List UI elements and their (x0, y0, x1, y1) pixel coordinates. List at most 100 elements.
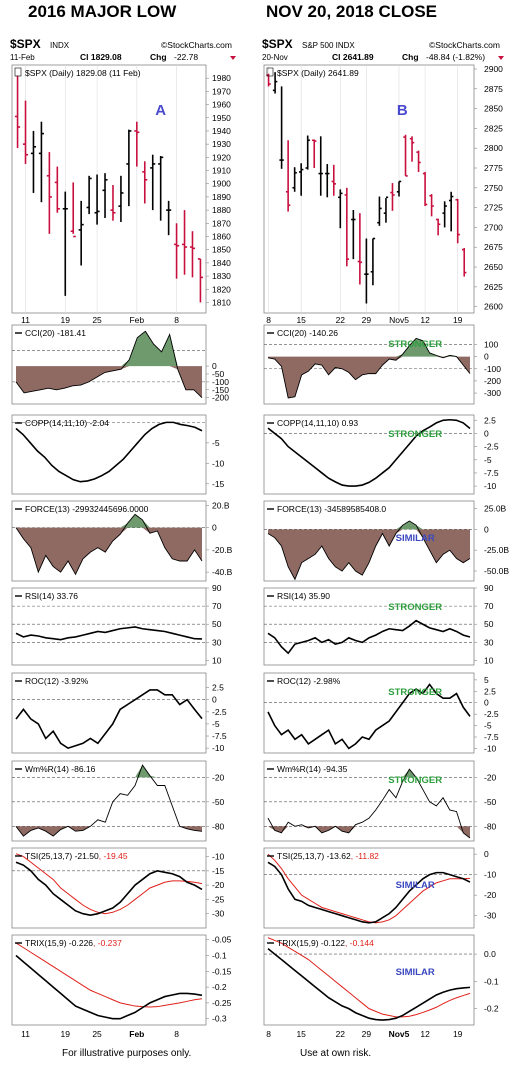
bottom-x-tick-label: 19 (61, 1029, 71, 1039)
y-tick-label: 1830 (212, 271, 231, 281)
ohlc-bar (166, 200, 172, 236)
annotation-label: SIMILAR (396, 967, 435, 978)
x-tick-label: 29 (362, 315, 372, 325)
annotation-label: SIMILAR (396, 533, 435, 544)
y-tick-label: 1870 (212, 218, 231, 228)
panel-frame (11, 414, 207, 495)
y-tick-label: -20 (212, 772, 225, 782)
indicator-line (267, 520, 471, 581)
area-fill-negative (16, 527, 202, 575)
y-tick-label: 2625 (484, 282, 503, 292)
panel-frame (263, 64, 475, 314)
left-panel-force-13- (11, 500, 209, 582)
bottom-x-tick-label: 8 (174, 1029, 179, 1039)
marker-label-a: A (155, 102, 166, 119)
y-tick-label: 2.5 (484, 686, 496, 696)
legend-text: COPP(14,11,10) 0.93 (277, 418, 358, 428)
heading-right: NOV 20, 2018 CLOSE (266, 2, 437, 21)
y-tick-label: -25.0B (484, 545, 509, 555)
y-tick-label: 100 (484, 339, 498, 349)
y-tick-label: -50 (212, 797, 225, 807)
y-tick-label: -2.5 (484, 442, 499, 452)
area-fill-positive (16, 331, 202, 367)
y-tick-label: 0 (484, 849, 489, 859)
ohlc-bar (197, 258, 203, 303)
signal-line (15, 853, 203, 915)
ohlc-bar (134, 121, 140, 167)
annotation-label: STRONGER (388, 687, 442, 698)
chg-label: Chg (150, 52, 167, 62)
legend-text: $SPX (Daily) 2641.89 (277, 68, 359, 78)
y-tick-label: 70 (484, 601, 494, 611)
left-panel-trix-15-9- (11, 934, 209, 1026)
y-tick-label: 1840 (212, 258, 231, 268)
y-tick-label: -0.1 (212, 951, 227, 961)
y-tick-label: -10 (484, 481, 497, 491)
legend-text: FORCE(13) -34589585408.0 (277, 504, 386, 514)
indicator-line (15, 861, 203, 916)
bottom-x-tick-label: 22 (336, 1029, 346, 1039)
symbol-label: $SPX (10, 37, 41, 51)
ohlc-bar (181, 210, 188, 275)
ohlc-bar (442, 201, 447, 228)
y-tick-label: -20 (484, 772, 497, 782)
bottom-x-tick-label: 12 (420, 1029, 430, 1039)
y-tick-label: 20.B (212, 500, 230, 510)
area-fill-negative (268, 356, 470, 398)
y-tick-label: 30 (484, 637, 494, 647)
y-tick-label: -15 (212, 479, 225, 489)
y-tick-label: 10 (212, 655, 222, 665)
y-tick-label: 0 (212, 361, 217, 371)
ohlc-bar (312, 139, 317, 169)
ohlc-bar (409, 136, 415, 162)
left-panel-price (11, 56, 236, 314)
indicator-line (267, 861, 471, 924)
close-label: Cl 1829.08 (80, 52, 122, 62)
y-tick-label: 2725 (484, 203, 503, 213)
ohlc-bar (142, 161, 148, 204)
ohlc-bar (30, 130, 37, 193)
y-tick-label: 0 (212, 523, 217, 533)
y-tick-label: 10 (484, 655, 494, 665)
y-tick-label: -20.B (212, 545, 233, 555)
signal-line (267, 937, 471, 1018)
ohlc-bar (38, 121, 44, 203)
ohlc-bar (292, 167, 297, 192)
panel-frame (263, 847, 475, 929)
area-fill-negative (16, 366, 202, 398)
ohlc-bar (331, 164, 336, 196)
panel-frame (263, 587, 475, 666)
y-tick-label: -7.5 (212, 731, 227, 741)
x-tick-label: 19 (61, 315, 71, 325)
credit-label: ©StockCharts.com (429, 40, 500, 50)
x-tick-label: Nov5 (389, 315, 409, 325)
right-panel-rsi-14- (263, 587, 477, 666)
chg-label: Chg (402, 52, 419, 62)
ohlc-bar (422, 171, 428, 207)
ohlc-bar (46, 152, 52, 234)
y-tick-label: -5 (212, 438, 220, 448)
ohlc-bar (22, 100, 29, 164)
y-tick-label: 2775 (484, 163, 503, 173)
y-tick-label: -30 (484, 911, 497, 921)
exchange-label: S&P 500 INDX (302, 41, 355, 50)
y-tick-label: 1960 (212, 100, 231, 110)
y-tick-label: 0.0 (484, 949, 496, 959)
y-tick-label: -2.5 (484, 709, 499, 719)
y-tick-label: -50 (212, 369, 225, 379)
ohlc-bar (272, 72, 278, 94)
y-tick-label: 2750 (484, 183, 503, 193)
area-fill-positive (268, 521, 470, 530)
y-tick-label: 0 (484, 524, 489, 534)
close-label: Cl 2641.89 (332, 52, 374, 62)
y-tick-label: -5 (212, 719, 220, 729)
ohlc-bar (390, 183, 395, 211)
left-panel-wm-r-14- (11, 760, 209, 842)
panel-frame (11, 587, 207, 666)
indicator-line (267, 683, 471, 750)
y-tick-label: 2700 (484, 222, 503, 232)
y-tick-label: -0.05 (212, 935, 232, 945)
y-tick-label: -40.B (212, 567, 233, 577)
